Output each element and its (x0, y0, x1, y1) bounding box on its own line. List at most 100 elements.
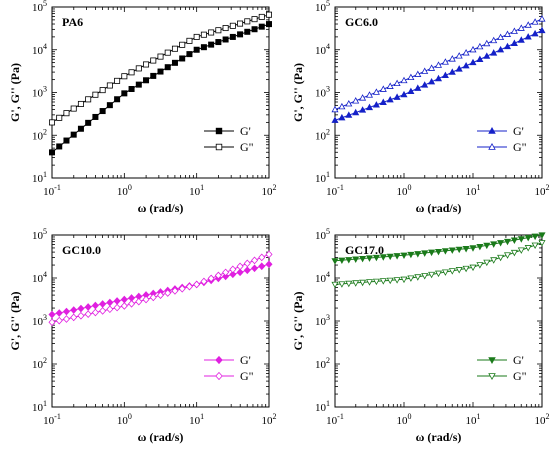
data-point (483, 242, 491, 250)
data-point (434, 74, 443, 82)
legend-marker (215, 371, 223, 381)
y-tick-label: 103 (315, 85, 330, 100)
x-tick-label: 102 (535, 183, 550, 198)
data-point (48, 310, 56, 319)
data-point (386, 277, 394, 285)
data-point (120, 302, 128, 310)
data-point (99, 300, 107, 308)
x-tick-label: 10-1 (43, 183, 61, 198)
data-point (121, 73, 128, 80)
data-point (157, 53, 164, 60)
data-point (338, 102, 346, 110)
data-point (538, 15, 546, 22)
data-point (113, 303, 121, 312)
y-tick-label: 101 (315, 170, 330, 185)
legend-marker (215, 143, 223, 151)
data-point (179, 55, 186, 62)
data-point (244, 18, 251, 25)
data-point (121, 90, 128, 97)
chart-panel-1: 10-1 100 101 102 101 102 103 104 105 ω (rad/s) G',… (8, 0, 277, 215)
data-point (106, 102, 113, 109)
data-point (164, 64, 171, 71)
data-point (441, 248, 449, 255)
data-point (92, 91, 99, 98)
data-point (70, 105, 77, 112)
data-point (393, 277, 401, 284)
legend-marker (488, 142, 496, 150)
x-tick-label: 10-1 (326, 412, 344, 427)
data-point (143, 61, 150, 68)
data-point (462, 61, 470, 69)
data-point (142, 295, 150, 304)
data-point (258, 262, 266, 271)
data-point (99, 307, 107, 315)
data-point (331, 116, 339, 123)
data-point (462, 265, 470, 273)
data-point (265, 250, 273, 259)
data-point (186, 37, 193, 44)
data-point (421, 67, 429, 74)
data-point (237, 20, 244, 27)
data-point (186, 51, 193, 58)
data-point (215, 39, 222, 46)
data-point (503, 42, 512, 50)
data-point (372, 254, 380, 262)
data-point (469, 58, 477, 66)
data-point (48, 318, 56, 327)
data-point (208, 29, 215, 36)
y-tick-label: 105 (315, 0, 330, 14)
x-tick-label: 10-1 (326, 183, 344, 198)
data-point (497, 254, 505, 262)
data-point (106, 305, 114, 314)
data-point (531, 18, 539, 25)
x-axis-title: ω (rad/s) (138, 201, 184, 215)
data-point (455, 52, 463, 59)
data-point (503, 252, 512, 259)
series-g-prime (48, 260, 273, 319)
data-point (428, 271, 436, 279)
x-axis-title: ω (rad/s) (416, 201, 462, 215)
x-tick-label: 100 (117, 412, 132, 427)
data-point (455, 65, 463, 72)
data-point (517, 36, 525, 43)
y-tick-label: 104 (32, 42, 47, 57)
data-point (462, 49, 470, 56)
data-point (156, 291, 165, 300)
data-point (483, 259, 491, 267)
plot-frame (334, 234, 543, 408)
data-point (244, 28, 251, 35)
data-point (120, 295, 128, 304)
data-point (70, 131, 77, 138)
data-point (407, 73, 415, 81)
data-point (455, 246, 463, 254)
legend-label: G' (240, 353, 251, 367)
data-point (379, 85, 387, 92)
data-point (538, 240, 546, 247)
y-tick-label: 105 (315, 227, 330, 242)
data-point (99, 87, 106, 94)
data-point (331, 105, 339, 113)
series-g-double-prime (331, 15, 546, 113)
data-point (538, 26, 546, 34)
data-point (434, 248, 443, 256)
data-point (92, 113, 99, 120)
data-point (135, 65, 142, 72)
y-tick-label: 101 (32, 170, 47, 185)
data-point (448, 55, 456, 62)
data-point (407, 87, 415, 95)
legend-marker (215, 127, 223, 135)
data-point (265, 11, 272, 18)
data-point (352, 97, 360, 104)
data-point (476, 55, 484, 62)
data-point (372, 101, 380, 108)
data-point (215, 27, 222, 34)
data-point (345, 280, 353, 288)
data-point (434, 270, 443, 278)
data-point (352, 108, 360, 116)
data-point (462, 246, 470, 253)
data-point (476, 243, 484, 251)
data-point (414, 70, 422, 77)
data-point (524, 234, 532, 242)
data-point (365, 91, 374, 98)
data-point (193, 33, 200, 40)
